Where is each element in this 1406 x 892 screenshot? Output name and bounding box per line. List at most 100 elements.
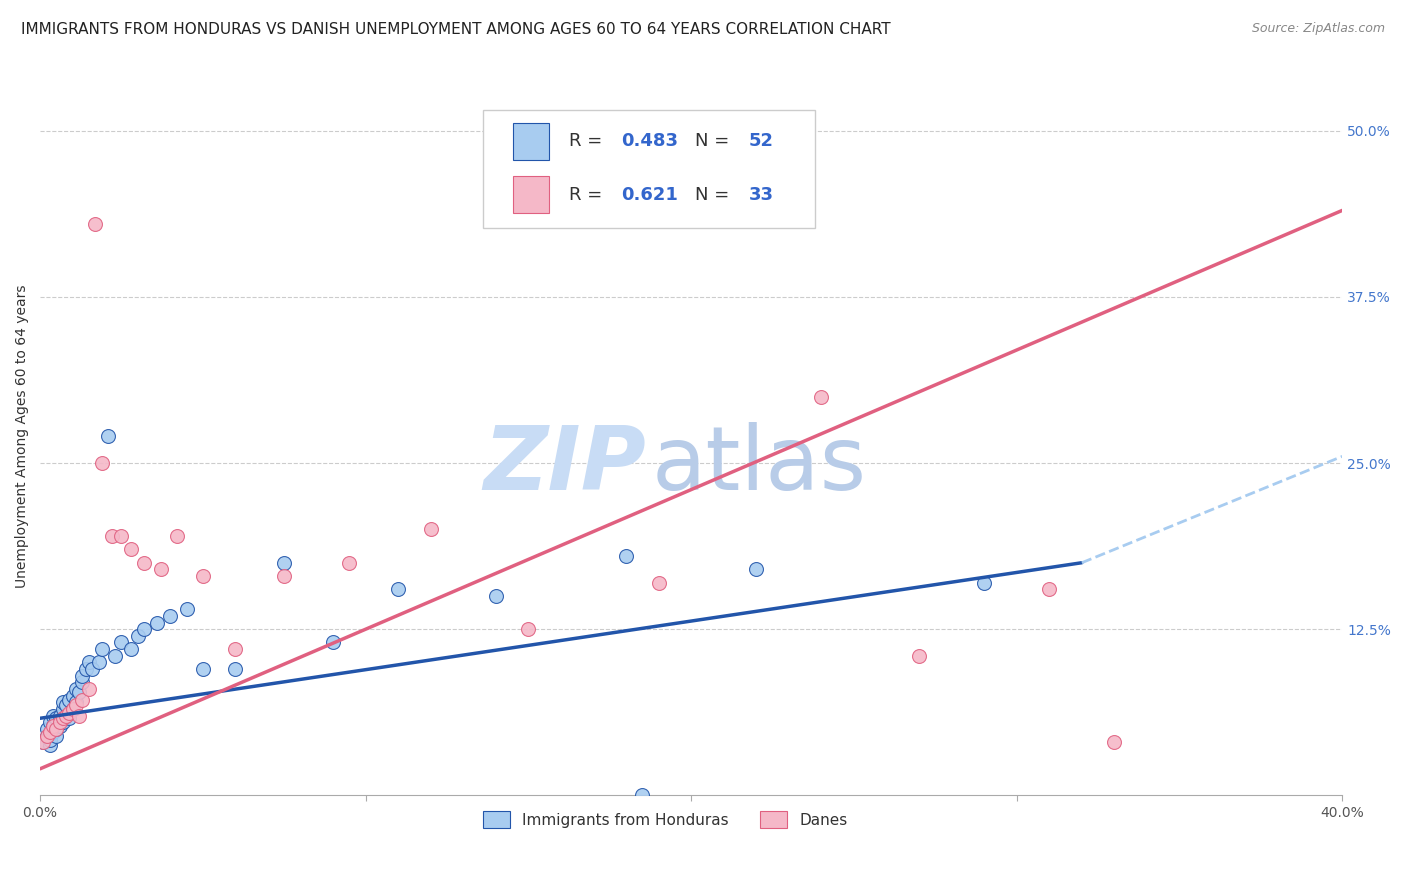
Point [77,656,100,670]
Text: 52: 52 [748,132,773,151]
Point [745,562,768,576]
Point [35,729,58,743]
Point [191,569,214,583]
Text: 0.621: 0.621 [621,186,678,204]
Point [58,706,80,720]
Point [55,698,77,712]
Point [84,217,107,231]
Point [134,556,156,570]
Point [62,702,84,716]
Point [1104,735,1126,749]
Point [110,529,132,543]
Point [42,719,65,733]
Text: 0.483: 0.483 [621,132,678,151]
Point [134,622,156,636]
Point [273,569,295,583]
Point [65,698,87,712]
Point [810,390,832,404]
Point [38,738,60,752]
Text: IMMIGRANTS FROM HONDURAS VS DANISH UNEMPLOYMENT AMONG AGES 60 TO 64 YEARS CORREL: IMMIGRANTS FROM HONDURAS VS DANISH UNEMP… [21,22,891,37]
FancyBboxPatch shape [513,123,550,160]
Point [273,556,295,570]
Text: atlas: atlas [652,422,868,508]
Point [45,729,67,743]
Point [647,575,669,590]
Point [48,715,70,730]
Point [52,702,75,716]
Text: N =: N = [695,186,735,204]
Point [32,735,55,749]
Point [58,711,80,725]
Point [104,648,127,663]
Point [35,729,58,743]
Y-axis label: Unemployment Among Ages 60 to 64 years: Unemployment Among Ages 60 to 64 years [15,285,30,588]
Text: 33: 33 [748,186,773,204]
Point [67,708,90,723]
Point [110,635,132,649]
Point [75,662,97,676]
Point [72,669,94,683]
FancyBboxPatch shape [513,176,550,213]
Point [55,708,77,723]
Point [42,719,65,733]
Point [146,615,169,630]
Point [100,529,122,543]
Point [45,722,67,736]
Point [159,608,181,623]
Point [42,708,65,723]
Point [322,635,344,649]
Text: ZIP: ZIP [482,422,645,508]
Point [52,711,75,725]
Point [149,562,172,576]
Point [58,692,80,706]
Point [38,732,60,747]
Point [631,789,654,803]
Point [1038,582,1060,597]
Point [48,708,70,723]
Point [45,722,67,736]
Point [65,681,87,696]
Point [87,656,110,670]
FancyBboxPatch shape [482,110,815,228]
Text: R =: R = [569,186,607,204]
Point [517,622,540,636]
Point [72,692,94,706]
Text: R =: R = [569,132,607,151]
Point [91,642,114,657]
Point [35,722,58,736]
Point [48,719,70,733]
Point [32,735,55,749]
Point [52,715,75,730]
Point [77,681,100,696]
Point [191,662,214,676]
Point [38,724,60,739]
Text: Source: ZipAtlas.com: Source: ZipAtlas.com [1251,22,1385,36]
Point [337,556,360,570]
Point [52,695,75,709]
Point [42,724,65,739]
Point [67,684,90,698]
Point [45,711,67,725]
Point [72,675,94,690]
Point [91,456,114,470]
Point [55,708,77,723]
Point [62,689,84,703]
Point [38,715,60,730]
Point [120,642,142,657]
Text: N =: N = [695,132,735,151]
Point [97,429,120,443]
Point [65,695,87,709]
Point [419,523,441,537]
Point [82,662,104,676]
Legend: Immigrants from Honduras, Danes: Immigrants from Honduras, Danes [477,805,853,834]
Point [224,662,246,676]
Point [387,582,409,597]
Point [485,589,508,603]
Point [166,529,188,543]
Point [62,702,84,716]
Point [120,542,142,557]
Point [614,549,637,563]
Point [176,602,198,616]
Point [127,629,149,643]
Point [908,648,931,663]
